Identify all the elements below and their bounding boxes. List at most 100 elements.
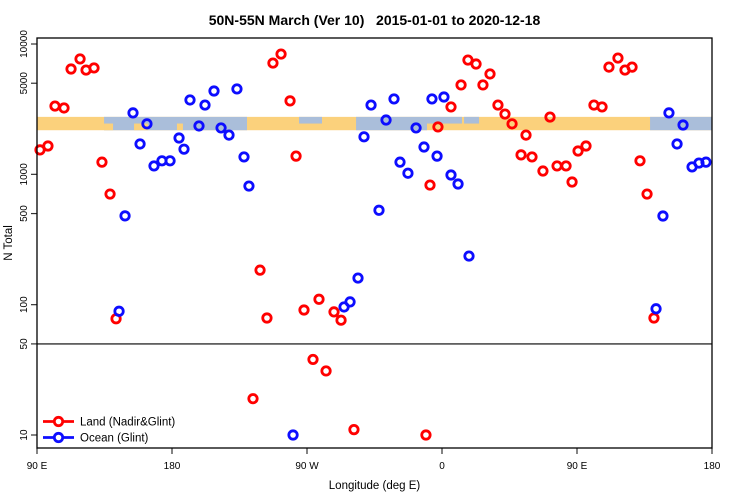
data-point-ocean [677, 119, 689, 131]
data-point-land [612, 52, 624, 64]
data-point-land [470, 58, 482, 70]
data-point-ocean [657, 210, 669, 222]
data-point-land [267, 57, 279, 69]
data-point-ocean [223, 129, 235, 141]
data-point-ocean [663, 107, 675, 119]
data-point-land [537, 165, 549, 177]
data-point-land [551, 160, 563, 172]
x-axis-ticks: 90 E 180 90 W 0 90 E 180 [27, 448, 721, 472]
data-point-land [320, 365, 332, 377]
data-point-ocean [148, 160, 160, 172]
data-point-ocean [231, 83, 243, 95]
x-tick-label: 180 [704, 461, 721, 472]
data-point-land [520, 129, 532, 141]
data-point-land [348, 424, 360, 436]
data-point-ocean [388, 93, 400, 105]
page-title: 50N-55N March (Ver 10) 2015-01-01 to 202… [209, 12, 541, 28]
land-ocean-map-strip [37, 116, 712, 131]
data-point-land [284, 95, 296, 107]
data-point-land [499, 108, 511, 120]
data-point-ocean [173, 132, 185, 144]
data-point-land [566, 176, 578, 188]
x-tick-label: 90 W [295, 461, 319, 472]
data-point-land [580, 140, 592, 152]
data-point-ocean [344, 296, 356, 308]
x-tick-label: 0 [439, 461, 445, 472]
x-tick-label: 90 E [27, 461, 48, 472]
data-point-ocean [438, 91, 450, 103]
data-point-ocean [431, 150, 443, 162]
x-tick-label: 90 E [567, 461, 588, 472]
map-strip-ocean-segment [356, 116, 427, 131]
data-point-land [648, 312, 660, 324]
data-point-land [42, 140, 54, 152]
y-tick-label: 10 [19, 429, 30, 441]
data-point-ocean [164, 155, 176, 167]
legend-marker-circle-land [52, 415, 65, 428]
x-axis-label: Longitude (deg E) [329, 480, 421, 492]
legend-marker-circle-ocean [52, 431, 65, 444]
legend: Land (Nadir&Glint) Ocean (Glint) [43, 415, 175, 445]
y-axis-ticks: 10 50 100 500 1000 5000 10000 [19, 30, 37, 441]
data-point-land [254, 264, 266, 276]
data-point-land [506, 118, 518, 130]
data-point-land [49, 100, 61, 112]
data-point-land [526, 151, 538, 163]
data-point-land [560, 160, 572, 172]
data-point-land [247, 393, 259, 405]
data-point-land [626, 61, 638, 73]
data-point-ocean [380, 114, 392, 126]
map-strip-ocean-segment [650, 116, 712, 131]
data-point-land [290, 150, 302, 162]
data-point-ocean [184, 94, 196, 106]
y-tick-label: 1000 [19, 163, 30, 186]
data-point-land [88, 62, 100, 74]
data-point-land [104, 188, 116, 200]
data-point-land [96, 156, 108, 168]
data-point-land [65, 63, 77, 75]
x-tick-label: 180 [164, 461, 181, 472]
y-tick-label: 100 [19, 296, 30, 313]
data-point-land [484, 68, 496, 80]
data-points [34, 48, 712, 441]
y-tick-label: 10000 [19, 30, 30, 58]
data-point-land [298, 304, 310, 316]
data-point-land [335, 314, 347, 326]
data-point-ocean [127, 107, 139, 119]
data-point-ocean [445, 169, 457, 181]
plot-box [36, 37, 713, 449]
data-point-ocean [463, 250, 475, 262]
data-point-ocean [402, 167, 414, 179]
data-point-ocean [358, 131, 370, 143]
map-strip-ocean-segment [464, 116, 480, 124]
y-tick-label: 500 [19, 205, 30, 222]
data-point-ocean [238, 151, 250, 163]
map-strip-land-patch [104, 123, 114, 131]
data-point-land [424, 179, 436, 191]
data-point-ocean [410, 122, 422, 134]
data-point-land [420, 429, 432, 441]
y-axis-label: N Total [3, 225, 15, 261]
y-tick-label: 5000 [19, 72, 30, 95]
map-strip-land-patch [134, 123, 148, 131]
data-point-ocean [193, 120, 205, 132]
data-point-land [275, 48, 287, 60]
data-point-ocean [134, 138, 146, 150]
data-point-land [596, 101, 608, 113]
data-point-land [455, 79, 467, 91]
data-point-ocean [141, 118, 153, 130]
data-point-ocean [700, 156, 712, 168]
data-point-land [603, 61, 615, 73]
map-strip-ocean-segment [299, 116, 322, 124]
data-point-ocean [671, 138, 683, 150]
data-point-ocean [119, 210, 131, 222]
y-tick-label: 50 [19, 338, 30, 350]
legend-label-ocean: Ocean (Glint) [80, 433, 149, 445]
data-point-ocean [178, 143, 190, 155]
data-point-land [492, 99, 504, 111]
data-point-land [58, 102, 70, 114]
data-point-land [634, 155, 646, 167]
data-point-land [313, 293, 325, 305]
